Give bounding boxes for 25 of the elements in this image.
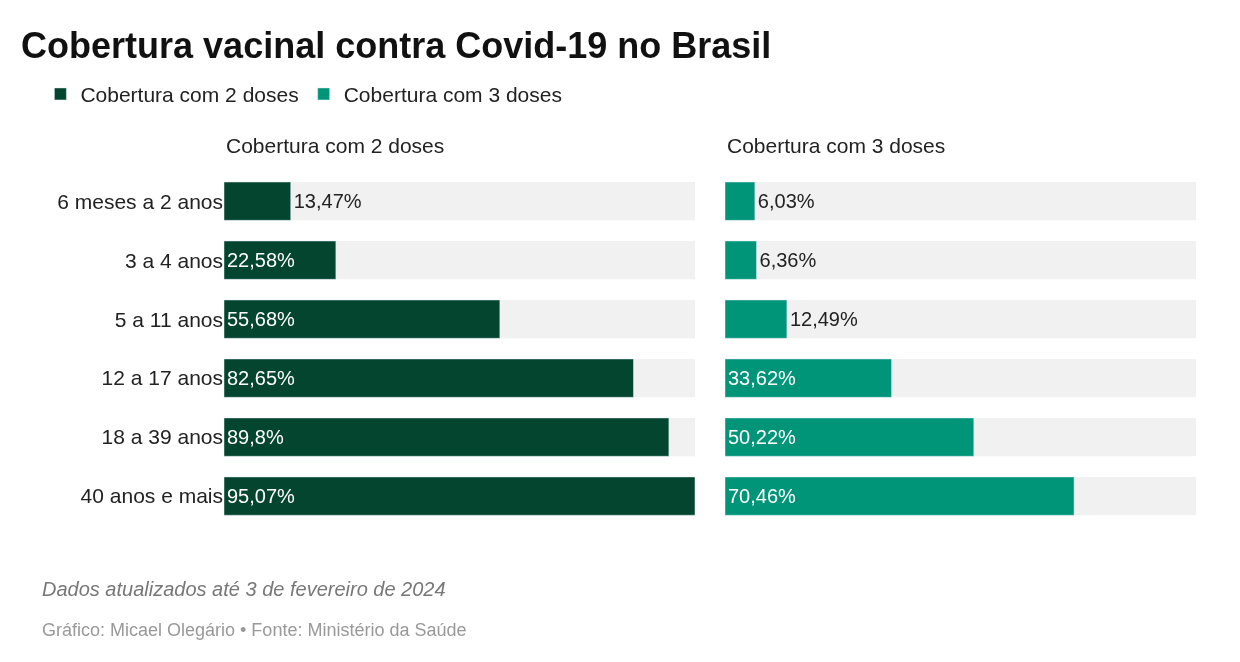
legend-label: Cobertura com 3 doses xyxy=(343,83,562,107)
data-label: 33,62% xyxy=(728,367,797,390)
data-label: 22,58% xyxy=(227,249,296,272)
data-label: 95,07% xyxy=(227,485,296,508)
chart-subtitle: Cobertura com 3 doses xyxy=(727,134,946,157)
y-tick-label: 12 a 17 anos xyxy=(101,366,223,390)
data-label: 13,47% xyxy=(293,190,362,213)
y-tick-label: 6 meses a 2 anos xyxy=(57,189,223,213)
chart-title: Cobertura vacinal contra Covid-19 no Brasil xyxy=(21,25,772,67)
data-label: 50,22% xyxy=(728,426,797,449)
y-tick-label: 40 anos e mais xyxy=(80,484,223,508)
y-tick-label: 5 a 11 anos xyxy=(114,307,223,331)
data-label: 6,03% xyxy=(757,190,815,213)
chart-subtitle: Cobertura com 2 doses xyxy=(226,134,445,157)
data-label: 6,36% xyxy=(759,249,817,272)
text: Gráfico: Micael Olegário • Fonte: Ministério da Saúde xyxy=(42,620,467,640)
data-label: 89,8% xyxy=(227,426,284,449)
y-tick-label: 3 a 4 anos xyxy=(124,248,223,272)
data-label: 82,65% xyxy=(227,367,296,390)
data-label: 12,49% xyxy=(789,308,858,331)
y-tick-label: 18 a 39 anos xyxy=(101,425,223,449)
data-label: 55,68% xyxy=(227,308,296,331)
text: Dados atualizados até 3 de fevereiro de 2024 xyxy=(42,578,446,600)
legend-label: Cobertura com 2 doses xyxy=(80,83,299,107)
data-label: 70,46% xyxy=(728,485,797,508)
